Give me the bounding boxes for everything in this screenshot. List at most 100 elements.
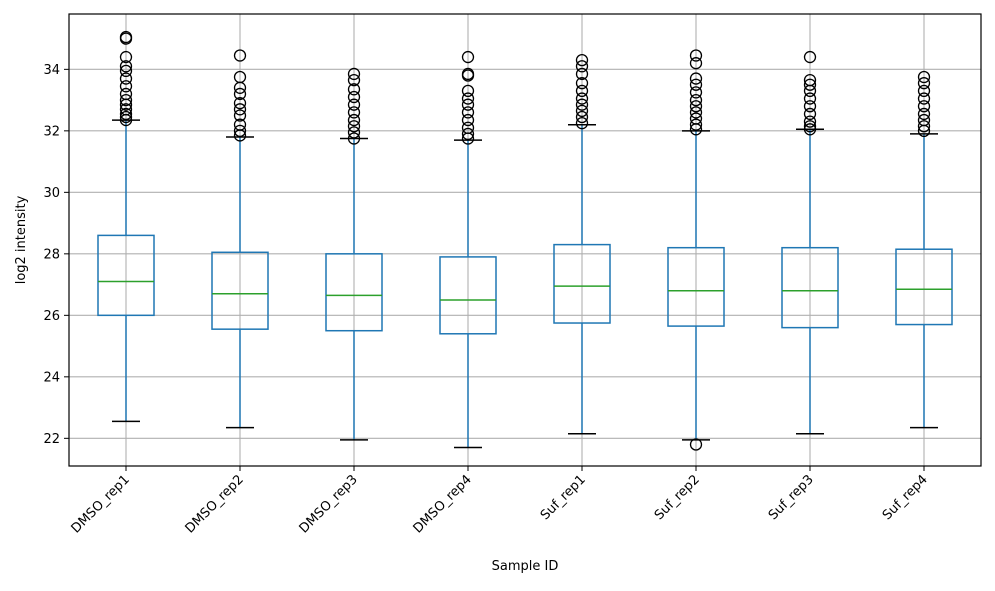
outlier-point <box>461 121 475 134</box>
outlier-point <box>803 50 817 64</box>
outlier-point <box>689 72 703 85</box>
outlier-point <box>575 110 589 124</box>
outlier-point <box>461 113 475 127</box>
box-group <box>97 30 155 423</box>
outlier-point <box>689 438 703 451</box>
outlier-point <box>689 93 703 107</box>
x-tick-label: Suf_rep3 <box>766 472 817 523</box>
outlier-point <box>347 67 361 81</box>
y-tick-label: 32 <box>43 124 60 139</box>
outlier-point <box>461 127 475 141</box>
x-tick-label: DMSO_rep1 <box>69 472 133 536</box>
outlier-point <box>575 92 589 105</box>
outlier-point <box>347 120 361 133</box>
x-tick-label: DMSO_rep3 <box>297 472 361 536</box>
outlier-point <box>119 72 133 85</box>
outlier-point <box>575 117 589 130</box>
outlier-point <box>233 103 247 116</box>
outlier-point <box>233 118 247 131</box>
outlier-point <box>347 132 361 145</box>
outlier-point <box>233 124 247 137</box>
box-group <box>211 49 269 429</box>
plot-frame <box>68 13 982 467</box>
outlier-point <box>917 100 931 113</box>
x-tick-label: DMSO_rep4 <box>411 472 475 536</box>
iqr-box <box>553 243 611 324</box>
box-group <box>439 50 497 449</box>
outlier-point <box>575 77 589 90</box>
outlier-point <box>233 97 247 110</box>
outlier-point <box>689 100 703 113</box>
x-tick-label: Suf_rep4 <box>880 472 931 523</box>
iqr-box <box>211 251 269 330</box>
outlier-point <box>917 84 931 98</box>
outlier-point <box>119 50 133 64</box>
outlier-point <box>917 70 931 84</box>
outlier-point <box>347 90 361 104</box>
outlier-point <box>689 57 703 70</box>
box-group <box>781 50 839 435</box>
outlier-point <box>233 109 247 122</box>
outlier-point <box>347 113 361 127</box>
outlier-point <box>119 110 133 124</box>
outlier-point <box>119 107 133 121</box>
y-axis-label: log2 intensity <box>14 195 29 284</box>
outlier-point <box>461 84 475 98</box>
outlier-point <box>689 86 703 99</box>
outlier-point <box>347 98 361 111</box>
outlier-point <box>119 93 133 107</box>
outlier-point <box>689 112 703 125</box>
outlier-point <box>347 83 361 96</box>
outlier-point <box>119 80 133 93</box>
y-tick-label: 28 <box>43 247 60 262</box>
outlier-point <box>917 113 931 127</box>
outlier-point <box>575 60 589 73</box>
outlier-point <box>803 115 817 128</box>
outlier-point <box>689 118 703 131</box>
outlier-point <box>917 92 931 105</box>
outlier-point <box>803 123 817 136</box>
grid-layer <box>69 14 981 466</box>
outlier-point <box>803 73 817 87</box>
x-tick-label: Suf_rep2 <box>652 472 703 523</box>
y-tick-label: 30 <box>43 186 60 201</box>
outlier-point <box>347 126 361 139</box>
outlier-point <box>803 78 817 91</box>
outlier-point <box>803 107 817 121</box>
outlier-point <box>689 106 703 119</box>
iqr-box <box>781 246 839 329</box>
outlier-point <box>119 30 133 44</box>
outlier-point <box>119 64 133 78</box>
outlier-point <box>575 98 589 111</box>
outlier-point <box>917 120 931 133</box>
box-group <box>895 70 953 429</box>
box-group <box>553 53 611 435</box>
outlier-point <box>575 84 589 98</box>
y-tick-label: 24 <box>43 370 60 385</box>
outlier-point <box>689 49 703 62</box>
outlier-point <box>461 50 475 64</box>
iqr-box <box>97 234 155 317</box>
outlier-point <box>233 49 247 62</box>
iqr-box <box>667 246 725 327</box>
outlier-point <box>689 78 703 91</box>
iqr-box <box>895 248 953 326</box>
iqr-box <box>325 253 383 332</box>
outlier-point <box>917 77 931 90</box>
outlier-point <box>575 67 589 81</box>
outlier-point <box>119 87 133 101</box>
outlier-point <box>917 107 931 121</box>
outlier-point <box>119 103 133 116</box>
x-axis-label: Sample ID <box>492 559 559 574</box>
x-tick-label: DMSO_rep2 <box>183 472 247 536</box>
outlier-point <box>803 120 817 133</box>
y-tick-label: 22 <box>43 432 60 447</box>
outlier-point <box>461 98 475 111</box>
outlier-point <box>233 87 247 101</box>
outlier-point <box>461 106 475 119</box>
outlier-point <box>347 73 361 87</box>
iqr-box <box>439 256 497 335</box>
outlier-point <box>575 104 589 118</box>
